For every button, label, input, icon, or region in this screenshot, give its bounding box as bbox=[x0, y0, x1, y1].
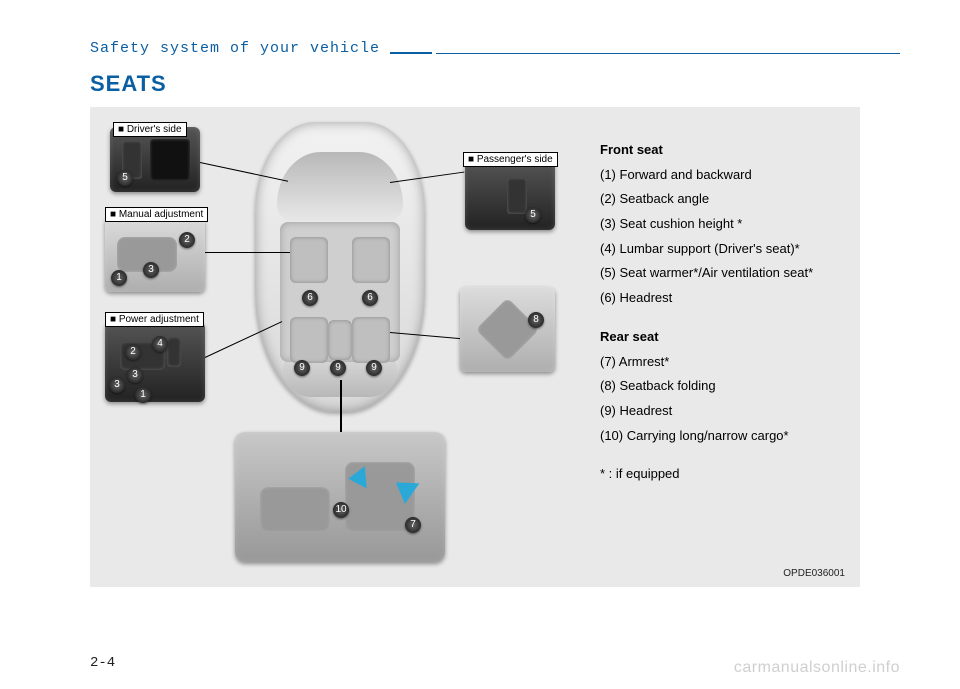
rear-mid-seat-icon bbox=[328, 320, 352, 360]
callout-3a-power: 3 bbox=[109, 377, 125, 393]
figure-box: 6 6 9 9 9 ■ Driver's side 5 ■ Manual bbox=[90, 107, 860, 587]
gear-display-icon bbox=[150, 139, 190, 181]
power-label: ■ Power adjustment bbox=[105, 312, 204, 327]
front-item-6: (6) Headrest bbox=[600, 286, 840, 311]
lead-manual bbox=[205, 252, 290, 253]
rear-item-8: (8) Seatback folding bbox=[600, 374, 840, 399]
front-item-4: (4) Lumbar support (Driver's seat)* bbox=[600, 237, 840, 262]
callout-4-power: 4 bbox=[152, 336, 168, 352]
arrow-10-icon bbox=[347, 466, 366, 490]
figure-code: OPDE036001 bbox=[783, 568, 845, 579]
callout-9-right: 9 bbox=[366, 360, 382, 376]
watermark: carmanualsonline.info bbox=[734, 659, 900, 677]
front-item-5: (5) Seat warmer*/Air ventilation seat* bbox=[600, 261, 840, 286]
rear-seat-title: Rear seat bbox=[600, 325, 840, 350]
car-windshield-icon bbox=[277, 152, 403, 222]
lead-armrest bbox=[340, 380, 342, 435]
footnote: * : if equipped bbox=[600, 462, 840, 487]
callout-9-mid: 9 bbox=[330, 360, 346, 376]
callout-7: 7 bbox=[405, 517, 421, 533]
callout-1-manual: 1 bbox=[111, 270, 127, 286]
rear-item-7: (7) Armrest* bbox=[600, 350, 840, 375]
callout-8: 8 bbox=[528, 312, 544, 328]
chapter-header: Safety system of your vehicle bbox=[90, 40, 900, 57]
page-number: 2-4 bbox=[90, 655, 115, 671]
passenger-label: ■ Passenger's side bbox=[463, 152, 558, 167]
description-column: Front seat (1) Forward and backward (2) … bbox=[600, 132, 840, 487]
callout-5-driver: 5 bbox=[117, 170, 133, 186]
callout-3-manual: 3 bbox=[143, 262, 159, 278]
header-rule-thick bbox=[390, 52, 432, 54]
rear-left-seat-icon bbox=[290, 317, 328, 363]
manual-label: ■ Manual adjustment bbox=[105, 207, 208, 222]
callout-1-power: 1 bbox=[135, 387, 151, 403]
front-seat-title: Front seat bbox=[600, 138, 840, 163]
rear-right-seat-icon bbox=[352, 317, 390, 363]
seats-diagram: 6 6 9 9 9 ■ Driver's side 5 ■ Manual bbox=[105, 122, 575, 572]
header-rule-thin bbox=[436, 53, 900, 54]
front-item-2: (2) Seatback angle bbox=[600, 187, 840, 212]
fold-lever-icon bbox=[476, 298, 540, 362]
power-back-icon bbox=[167, 337, 181, 367]
chapter-title: Safety system of your vehicle bbox=[90, 40, 390, 57]
callout-6-left: 6 bbox=[302, 290, 318, 306]
front-item-1: (1) Forward and backward bbox=[600, 163, 840, 188]
section-title: SEATS bbox=[90, 71, 900, 97]
drivers-side-label: ■ Driver's side bbox=[113, 122, 187, 137]
callout-2-manual: 2 bbox=[179, 232, 195, 248]
front-right-seat-icon bbox=[352, 237, 390, 283]
seatback-fold-panel bbox=[460, 287, 555, 372]
armrest-icon bbox=[260, 487, 330, 532]
front-left-seat-icon bbox=[290, 237, 328, 283]
front-item-3: (3) Seat cushion height * bbox=[600, 212, 840, 237]
callout-6-right: 6 bbox=[362, 290, 378, 306]
callout-3b-power: 3 bbox=[127, 367, 143, 383]
rear-item-9: (9) Headrest bbox=[600, 399, 840, 424]
armrest-panel bbox=[235, 432, 445, 562]
passenger-panel bbox=[465, 160, 555, 230]
callout-5-passenger: 5 bbox=[525, 207, 541, 223]
callout-2-power: 2 bbox=[125, 344, 141, 360]
rear-item-10: (10) Carrying long/narrow cargo* bbox=[600, 424, 840, 449]
callout-9-left: 9 bbox=[294, 360, 310, 376]
callout-10: 10 bbox=[333, 502, 349, 518]
passenger-switch-icon bbox=[507, 178, 527, 214]
